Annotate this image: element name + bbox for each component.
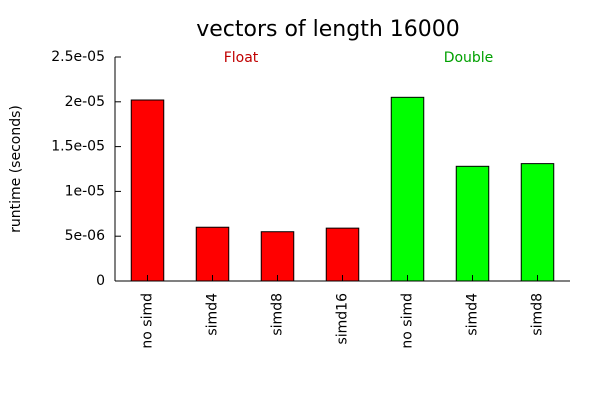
y-tick-label: 2e-05 bbox=[65, 94, 105, 110]
y-axis-label: runtime (seconds) bbox=[8, 105, 24, 233]
x-tick-label: simd16 bbox=[335, 293, 351, 345]
bar bbox=[390, 96, 425, 282]
y-tick-label: 1.5e-05 bbox=[51, 139, 105, 155]
bar bbox=[325, 227, 360, 282]
x-tick-label: simd4 bbox=[205, 293, 221, 336]
x-tick-label: no simd bbox=[400, 293, 416, 349]
bar bbox=[195, 226, 230, 282]
chart-title: vectors of length 16000 bbox=[196, 17, 460, 42]
y-tick-label: 5e-06 bbox=[65, 228, 105, 244]
y-tick-label: 0 bbox=[96, 273, 105, 289]
annotation: Double bbox=[444, 50, 494, 66]
bar bbox=[455, 165, 490, 282]
bar bbox=[260, 231, 295, 282]
annotation: Float bbox=[224, 50, 259, 66]
x-tick-label: no simd bbox=[140, 293, 156, 349]
x-tick-label: simd4 bbox=[465, 293, 481, 336]
x-tick-label: simd8 bbox=[530, 293, 546, 336]
bar bbox=[520, 163, 555, 282]
bar bbox=[130, 99, 165, 282]
y-tick-label: 1e-05 bbox=[65, 183, 105, 199]
y-tick-label: 2.5e-05 bbox=[51, 49, 105, 65]
x-tick-label: simd8 bbox=[270, 293, 286, 336]
